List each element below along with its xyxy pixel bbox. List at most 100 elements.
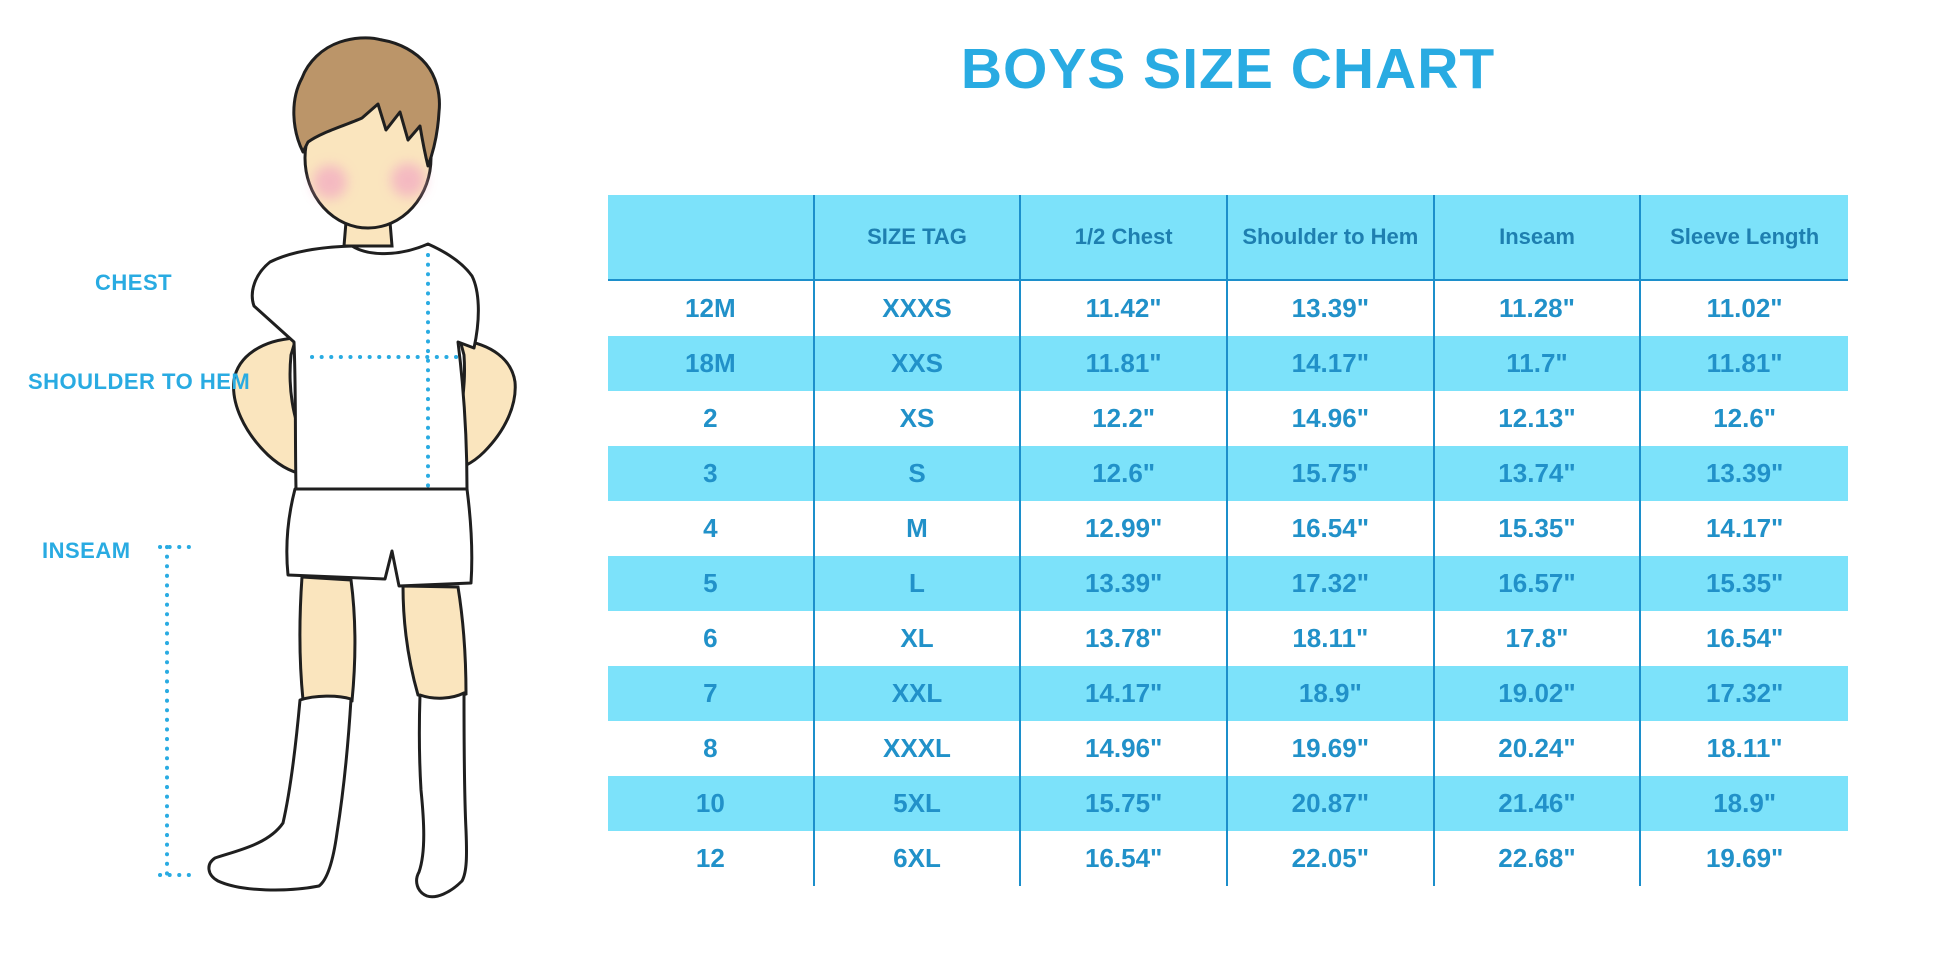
left-sock: [207, 694, 353, 892]
table-cell: 4: [608, 501, 815, 556]
table-cell: 17.8": [1435, 611, 1642, 666]
header-cell-shoulder-hem: Shoulder to Hem: [1228, 195, 1435, 279]
table-cell: L: [815, 556, 1022, 611]
boy-illustration-icon: [158, 36, 517, 899]
table-row: 7 XXL 14.17" 18.9" 19.02" 17.32": [608, 666, 1848, 721]
page-title: BOYS SIZE CHART: [960, 37, 1496, 101]
table-cell: 11.81": [1706, 348, 1783, 378]
table-cell: 15.35": [1705, 568, 1784, 598]
table-cell: 18.11": [1228, 611, 1435, 666]
shorts: [285, 487, 474, 588]
table-cell: XXXL: [815, 721, 1022, 776]
table-cell: 21.46": [1435, 776, 1642, 831]
size-table-body: 12M XXXS 11.42" 13.39" 11.28" 11.02" 18M XXS 11.…: [608, 281, 1848, 886]
table-cell: 3: [608, 446, 815, 501]
table-cell: 12.99": [1021, 501, 1228, 556]
table-header-row: SIZE TAG 1/2 Chest Shoulder to Hem Insea…: [608, 195, 1848, 281]
table-row: 6 XL 13.78" 18.11" 17.8" 16.54": [608, 611, 1848, 666]
table-cell: 5XL: [815, 776, 1022, 831]
inseam-label: INSEAM: [42, 538, 131, 563]
table-cell: 16.57": [1435, 556, 1642, 611]
table-cell: 12.6": [1713, 403, 1777, 433]
table-cell: 19.69": [1228, 721, 1435, 776]
table-cell: 12M: [608, 281, 815, 336]
header-cell-size: [608, 195, 815, 279]
table-row: 12 6XL 16.54" 22.05" 22.68" 19.69": [608, 831, 1848, 886]
table-cell: 15.75": [1021, 776, 1228, 831]
left-leg: [298, 575, 357, 707]
shoulder-to-hem-label: SHOULDER TO HEM: [28, 369, 251, 394]
table-cell: 12: [608, 831, 815, 886]
table-cell: 6XL: [815, 831, 1022, 886]
table-cell: 12.13": [1435, 391, 1642, 446]
table-row: 10 5XL 15.75" 20.87" 21.46" 18.9": [608, 776, 1848, 831]
table-cell: 20.87": [1228, 776, 1435, 831]
cheek-right: [391, 163, 425, 197]
size-table: SIZE TAG 1/2 Chest Shoulder to Hem Insea…: [608, 195, 1848, 886]
t-shirt: [250, 242, 480, 491]
header-cell-sleeve-length: Sleeve Length: [1670, 224, 1820, 250]
table-cell: 11.02": [1706, 293, 1783, 323]
table-cell: 13.39": [1705, 458, 1784, 488]
cheek-left: [313, 165, 347, 199]
table-cell: XXL: [815, 666, 1022, 721]
table-cell: XL: [815, 611, 1022, 666]
table-row: 3 S 12.6" 15.75" 13.74" 13.39": [608, 446, 1848, 501]
chest-label: CHEST: [95, 270, 173, 295]
table-cell: 18.9": [1228, 666, 1435, 721]
table-cell: 13.74": [1435, 446, 1642, 501]
table-cell: 14.17": [1705, 513, 1784, 543]
table-cell: 14.96": [1021, 721, 1228, 776]
table-row: 2 XS 12.2" 14.96" 12.13" 12.6": [608, 391, 1848, 446]
header-cell-half-chest: 1/2 Chest: [1021, 195, 1228, 279]
table-row: 8 XXXL 14.96" 19.69" 20.24" 18.11": [608, 721, 1848, 776]
table-cell: 2: [608, 391, 815, 446]
table-cell: 19.69": [1705, 843, 1784, 873]
table-cell: 10: [608, 776, 815, 831]
header-cell-size-tag: SIZE TAG: [815, 195, 1022, 279]
table-cell: XS: [815, 391, 1022, 446]
table-cell: 16.54": [1705, 623, 1784, 653]
table-row: 4 M 12.99" 16.54" 15.35" 14.17": [608, 501, 1848, 556]
table-cell: 11.42": [1021, 281, 1228, 336]
table-cell: 13.78": [1021, 611, 1228, 666]
table-cell: 8: [608, 721, 815, 776]
table-cell: 7: [608, 666, 815, 721]
table-cell: 15.75": [1228, 446, 1435, 501]
table-cell: 11.7": [1435, 336, 1642, 391]
table-cell: XXS: [815, 336, 1022, 391]
table-cell: M: [815, 501, 1022, 556]
measurement-figure: CHEST SHOULDER TO HEM INSEAM: [0, 0, 560, 973]
right-leg: [401, 584, 468, 701]
table-cell: 12.6": [1021, 446, 1228, 501]
header-cell-inseam: Inseam: [1435, 195, 1642, 279]
table-row: 12M XXXS 11.42" 13.39" 11.28" 11.02": [608, 281, 1848, 336]
table-cell: 15.35": [1435, 501, 1642, 556]
table-cell: 22.05": [1228, 831, 1435, 886]
table-cell: 11.81": [1021, 336, 1228, 391]
table-cell: 18.11": [1706, 733, 1783, 763]
table-cell: 14.17": [1021, 666, 1228, 721]
table-cell: 14.96": [1228, 391, 1435, 446]
table-cell: 17.32": [1705, 678, 1784, 708]
table-cell: 16.54": [1021, 831, 1228, 886]
table-row: 5 L 13.39" 17.32" 16.57" 15.35": [608, 556, 1848, 611]
table-cell: 11.28": [1435, 281, 1642, 336]
left-arm: [232, 336, 308, 476]
table-cell: 22.68": [1435, 831, 1642, 886]
table-cell: 19.02": [1435, 666, 1642, 721]
table-cell: 17.32": [1228, 556, 1435, 611]
table-cell: 12.2": [1021, 391, 1228, 446]
table-cell: XXXS: [815, 281, 1022, 336]
table-cell: 18.9": [1713, 788, 1777, 818]
table-cell: 18M: [608, 336, 815, 391]
right-sock: [415, 691, 468, 899]
table-row: 18M XXS 11.81" 14.17" 11.7" 11.81": [608, 336, 1848, 391]
table-cell: 16.54": [1228, 501, 1435, 556]
table-cell: 13.39": [1228, 281, 1435, 336]
table-cell: 20.24": [1435, 721, 1642, 776]
table-cell: 14.17": [1228, 336, 1435, 391]
hair: [292, 36, 441, 168]
table-cell: S: [815, 446, 1022, 501]
table-cell: 13.39": [1021, 556, 1228, 611]
